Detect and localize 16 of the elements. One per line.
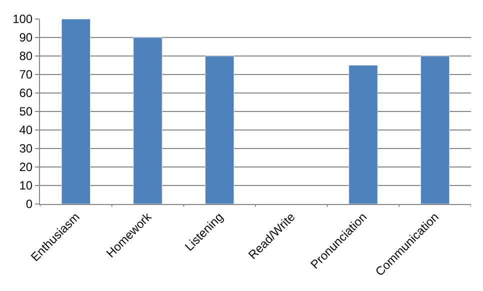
y-tick-label: 20	[19, 160, 33, 174]
bar	[420, 56, 450, 204]
y-tick-label: 10	[19, 178, 33, 193]
bar	[348, 65, 378, 204]
y-tick-label: 80	[19, 49, 33, 64]
y-tick-label: 50	[19, 104, 33, 119]
bar	[133, 37, 162, 204]
bar	[61, 19, 91, 204]
y-tick-label: 40	[19, 123, 33, 138]
y-tick-label: 70	[19, 68, 33, 82]
y-tick-label: 60	[19, 86, 33, 100]
y-tick-label: 90	[19, 30, 33, 45]
y-tick-label: 0	[26, 197, 33, 212]
bar	[204, 56, 234, 204]
y-tick-label: 30	[19, 142, 33, 156]
y-tick-label: 100	[12, 12, 33, 26]
